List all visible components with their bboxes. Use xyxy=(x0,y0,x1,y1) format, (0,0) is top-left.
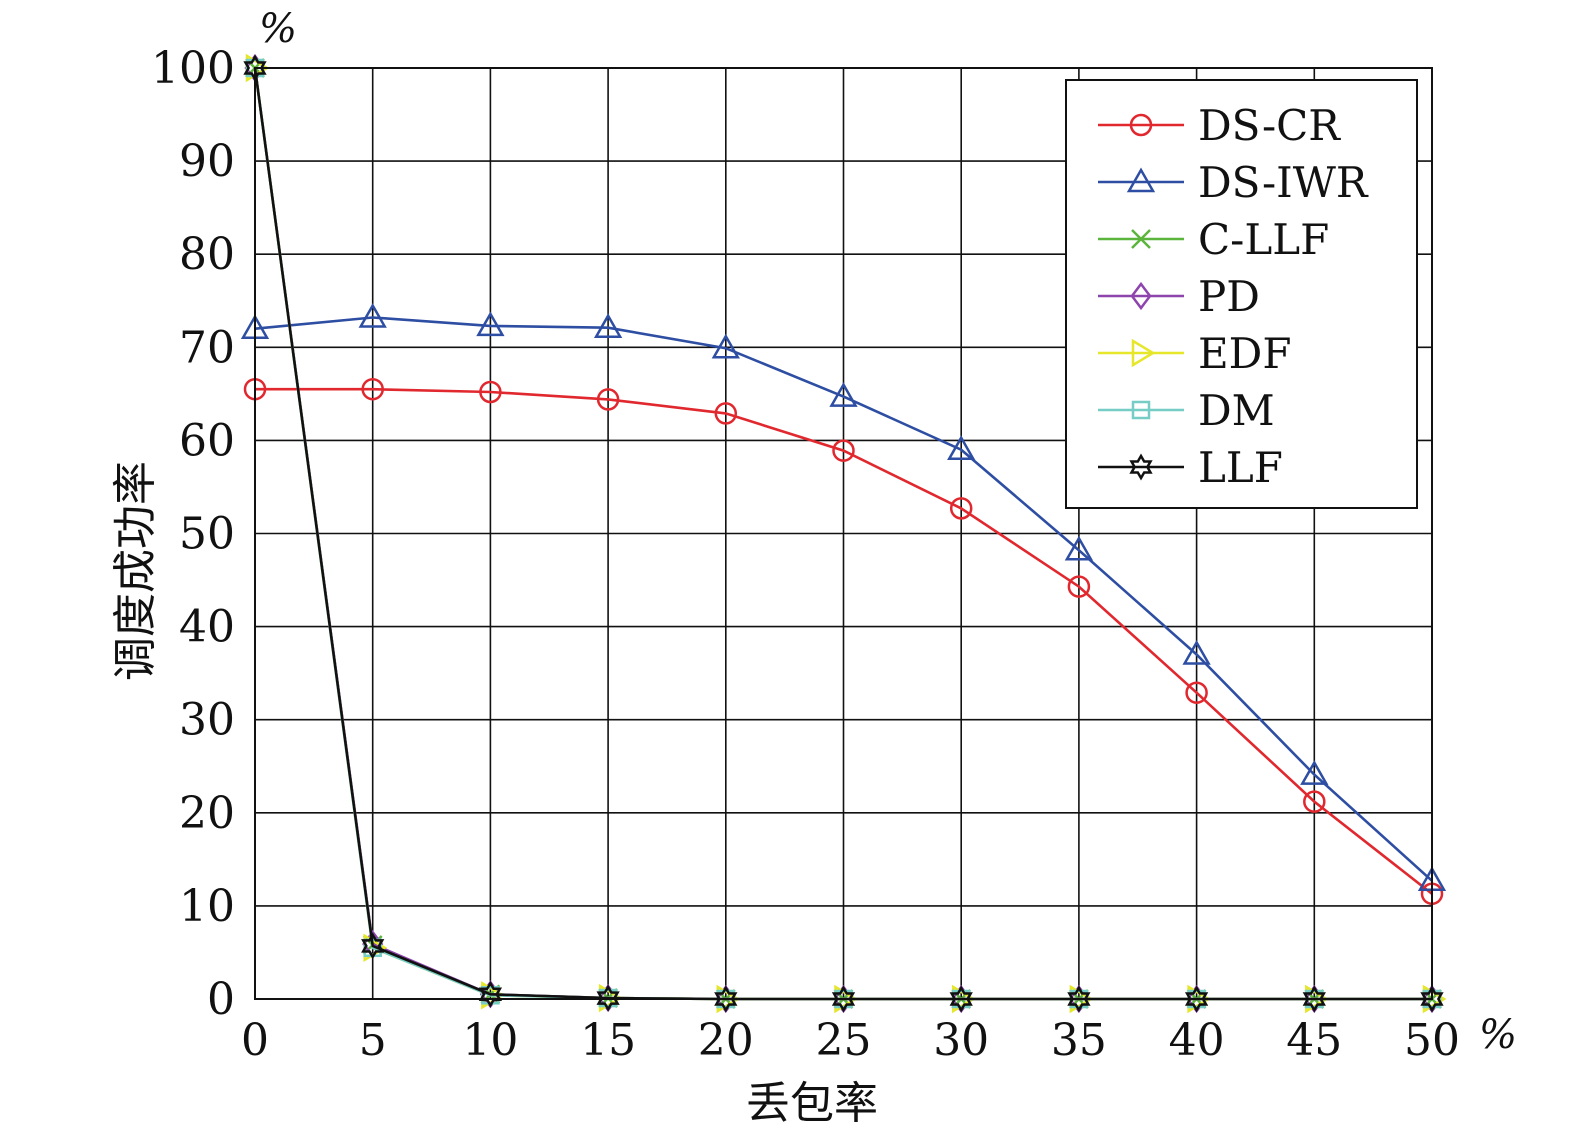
legend-label: DM xyxy=(1198,386,1275,435)
x-tick-label: 20 xyxy=(698,1015,754,1066)
data-point-marker xyxy=(714,985,738,1013)
legend-entry: DS-CR xyxy=(1098,101,1341,150)
legend-entry: DS-IWR xyxy=(1098,158,1369,207)
y-axis-title: 调度成功率 xyxy=(110,461,161,681)
legend-label: C-LLF xyxy=(1198,215,1329,264)
data-point-marker xyxy=(593,313,623,338)
legend-marker xyxy=(1129,453,1153,481)
y-axis-unit: % xyxy=(259,6,297,52)
y-tick-label: 60 xyxy=(179,415,235,466)
y-tick-label: 80 xyxy=(179,229,235,280)
y-tick-label: 100 xyxy=(151,43,235,94)
legend-marker xyxy=(1131,229,1151,249)
y-tick-label: 40 xyxy=(179,602,235,653)
data-point-marker xyxy=(711,333,740,359)
x-tick-label: 30 xyxy=(933,1015,989,1066)
data-point-marker xyxy=(596,984,620,1012)
x-tick-label: 0 xyxy=(241,1015,269,1066)
x-tick-label: 25 xyxy=(816,1015,872,1066)
x-axis-unit: % xyxy=(1479,1012,1517,1058)
data-point-marker xyxy=(478,980,503,1008)
data-point-marker xyxy=(358,302,387,328)
data-point-marker xyxy=(714,402,738,425)
series-ds-cr xyxy=(243,377,1444,906)
series-line xyxy=(254,316,1433,882)
y-tick-label: 20 xyxy=(179,788,235,839)
y-tick-label: 30 xyxy=(179,695,235,746)
x-tick-label: 50 xyxy=(1404,1015,1460,1066)
data-point-marker xyxy=(832,439,855,462)
legend-entry: LLF xyxy=(1098,443,1283,492)
legend-box xyxy=(1065,79,1418,509)
data-point-marker xyxy=(479,380,502,404)
series-ds-iwr xyxy=(240,302,1447,892)
x-tick-label: 5 xyxy=(359,1015,387,1066)
y-tick-label: 0 xyxy=(207,974,235,1025)
y-tick-label: 50 xyxy=(179,509,235,560)
plot-frame xyxy=(254,67,1433,1000)
x-tick-label: 10 xyxy=(462,1015,518,1066)
y-tick-label: 90 xyxy=(179,136,235,187)
legend-marker xyxy=(1130,281,1152,311)
legend-marker xyxy=(1131,400,1151,420)
x-axis-title: 丢包率 xyxy=(746,1078,878,1129)
x-tick-label: 35 xyxy=(1051,1015,1107,1066)
data-point-marker xyxy=(361,377,384,401)
legend-entry: DM xyxy=(1098,386,1275,435)
data-point-marker xyxy=(1067,985,1091,1013)
x-tick-label: 45 xyxy=(1286,1015,1342,1066)
data-point-marker xyxy=(1185,681,1208,704)
legend-entry: EDF xyxy=(1098,329,1291,378)
legend-entry: C-LLF xyxy=(1098,215,1329,264)
legend: DS-CR DS-IWR C-LLF PD EDF DM LLF xyxy=(1065,79,1418,509)
legend-marker xyxy=(1131,338,1156,368)
data-point-marker xyxy=(1420,985,1444,1013)
data-point-marker xyxy=(1064,535,1094,561)
data-point-marker xyxy=(1300,760,1329,785)
legend-marker xyxy=(1129,113,1153,137)
legend-label: DS-IWR xyxy=(1198,158,1369,207)
x-tick-label: 15 xyxy=(580,1015,636,1066)
legend-label: LLF xyxy=(1198,443,1283,492)
data-point-marker xyxy=(1303,790,1326,813)
data-point-marker xyxy=(1302,985,1326,1013)
x-tick-label: 40 xyxy=(1169,1015,1225,1066)
data-point-marker xyxy=(1182,639,1211,665)
data-point-marker xyxy=(1067,575,1091,598)
tick-labels: 0 5 10 15 20 25 30 35 40 45 50 0 10 20 30 40 50 60 70 80 90 1… xyxy=(151,43,1460,1066)
y-tick-label: 10 xyxy=(179,881,235,932)
data-point-marker xyxy=(831,985,856,1013)
data-point-marker xyxy=(947,435,976,460)
data-point-marker xyxy=(361,932,385,960)
legend-label: PD xyxy=(1198,272,1260,321)
y-tick-label: 70 xyxy=(179,322,235,373)
legend-label: DS-CR xyxy=(1198,101,1341,150)
legend-label: EDF xyxy=(1198,329,1291,378)
data-point-marker xyxy=(949,985,973,1013)
legend-entry: PD xyxy=(1098,272,1260,321)
data-point-marker xyxy=(1184,985,1209,1013)
data-point-marker xyxy=(949,497,973,520)
legend-marker xyxy=(1126,167,1156,193)
series-line xyxy=(255,387,1433,895)
data-point-marker xyxy=(829,382,858,407)
data-point-marker xyxy=(596,388,620,411)
data-point-marker xyxy=(476,311,505,337)
